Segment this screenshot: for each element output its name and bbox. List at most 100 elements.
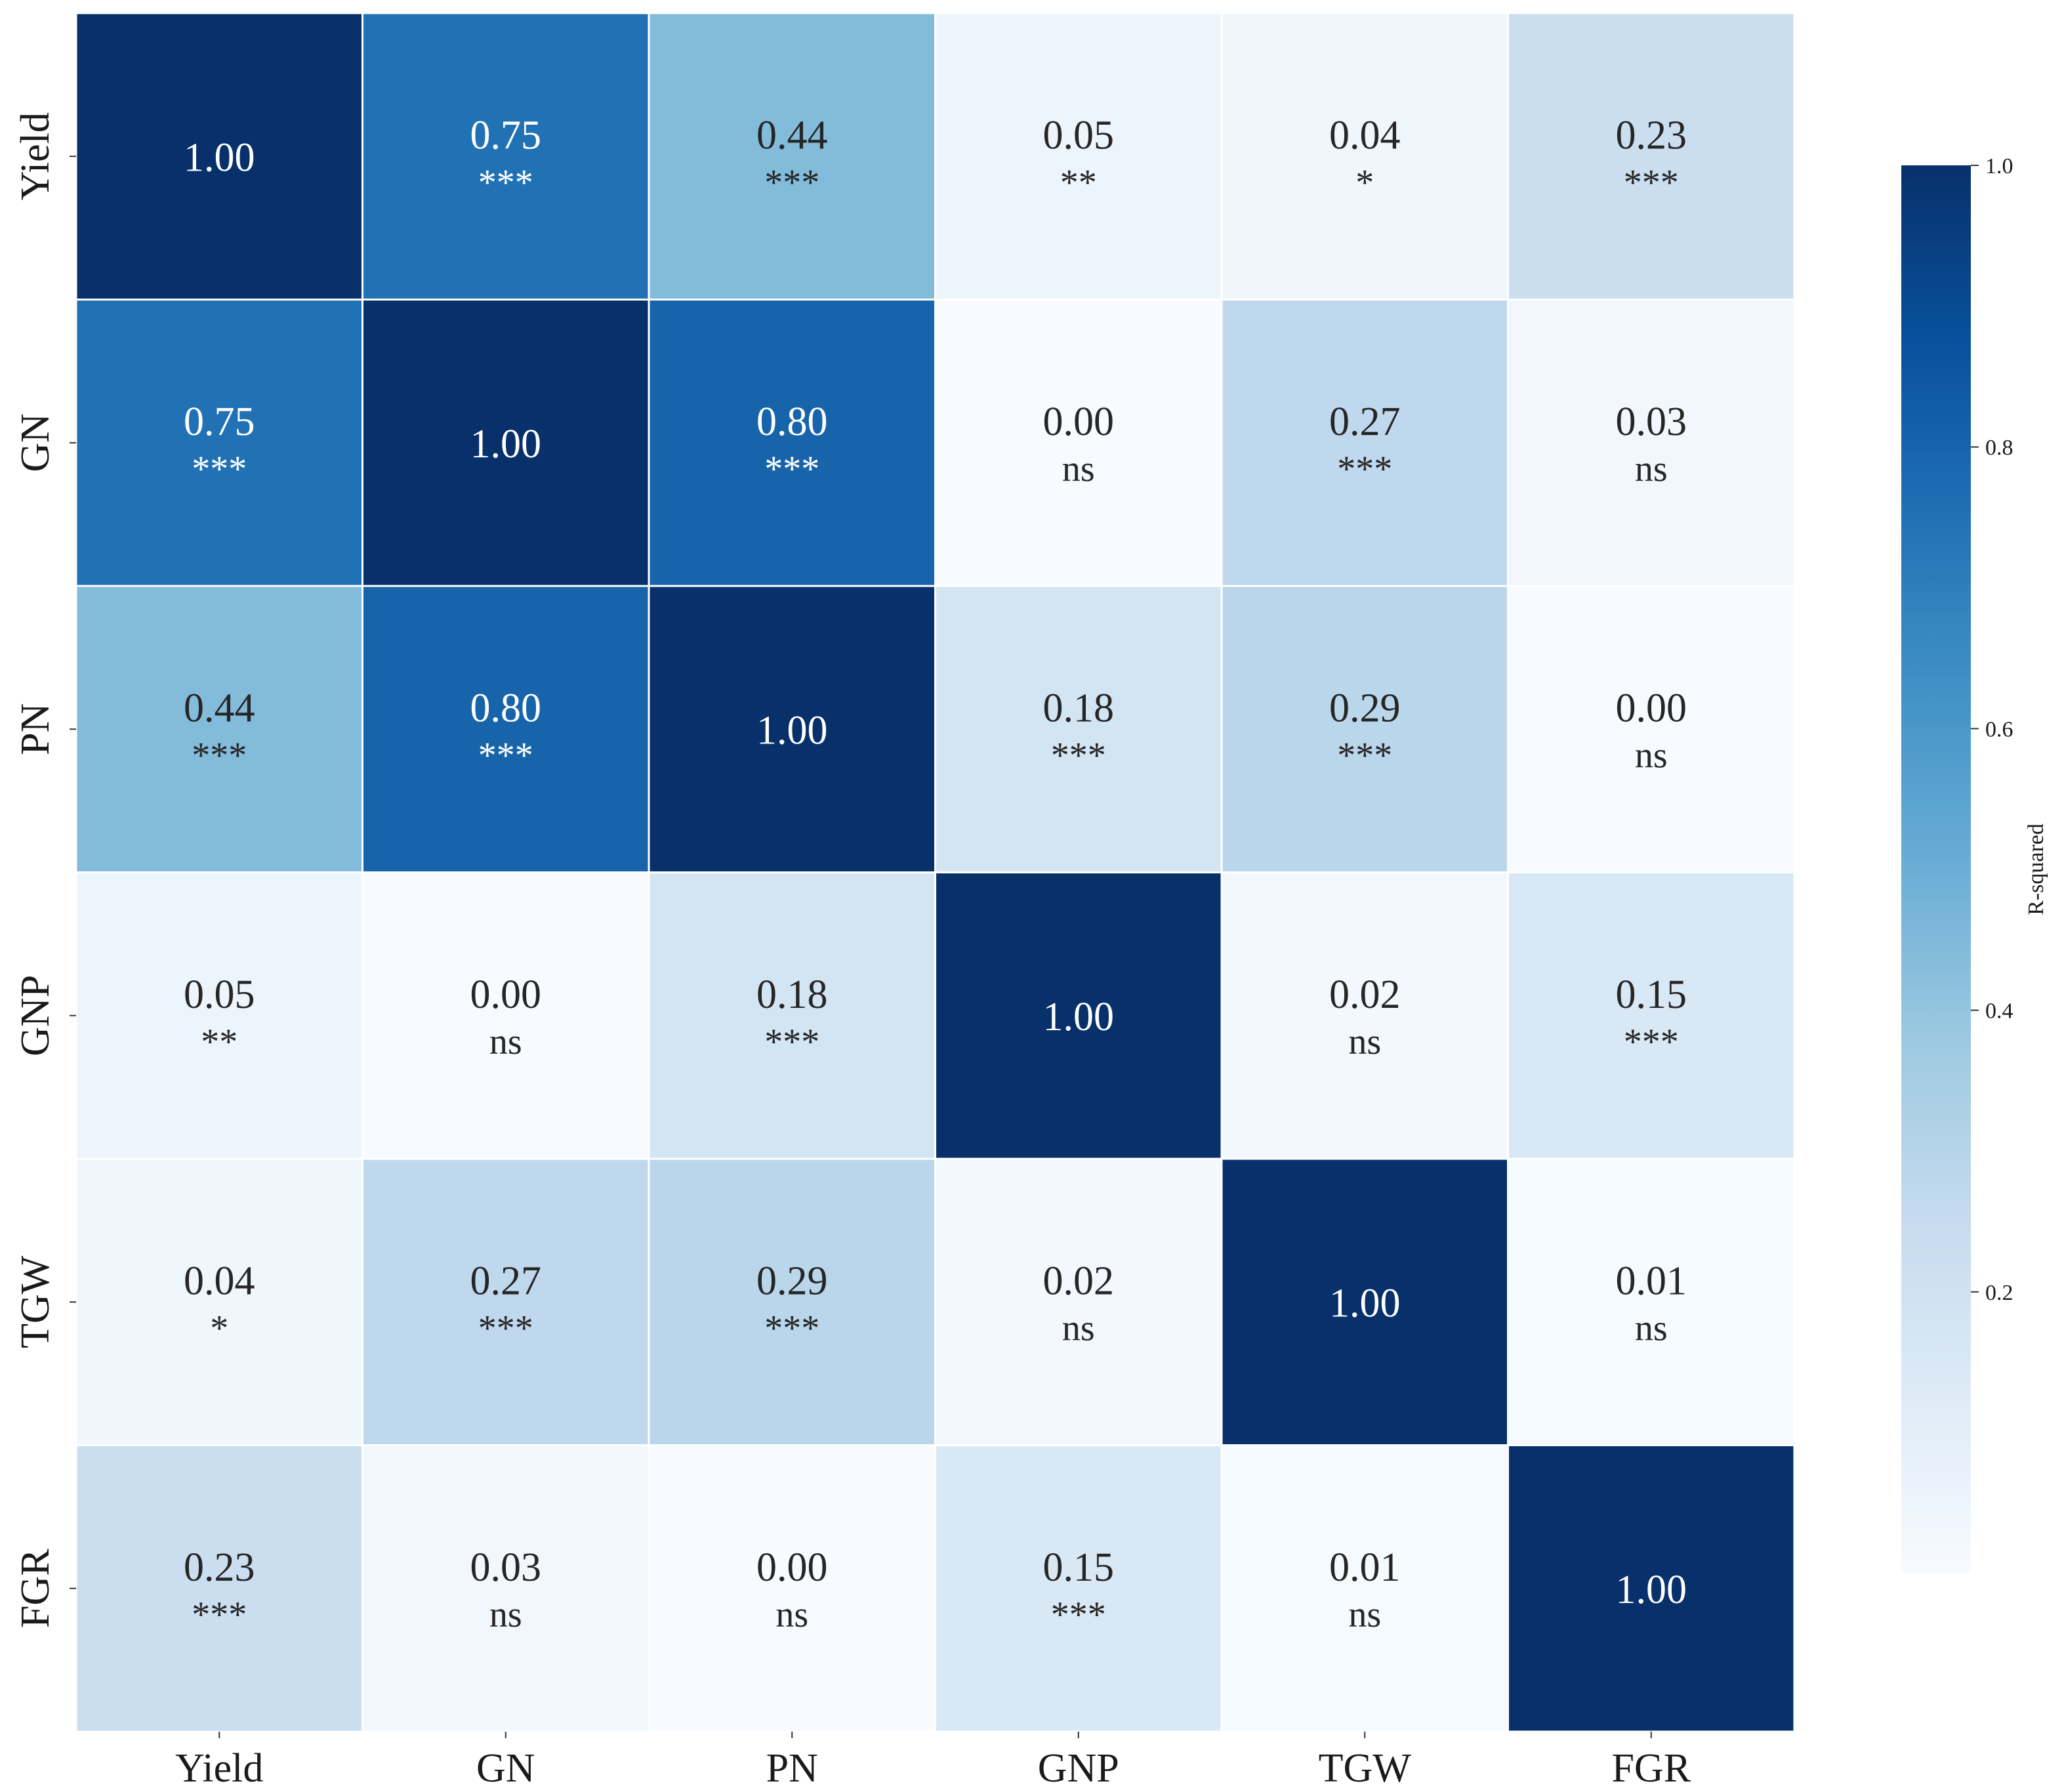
cell-significance: *** — [1051, 735, 1106, 776]
cell-rect — [648, 1157, 936, 1446]
heatmap-cell: 1.00 — [648, 585, 936, 873]
heatmap-cell: 0.00 ns — [1507, 585, 1796, 873]
colorbar-tick-label: 0.2 — [1985, 1281, 2013, 1305]
cell-value: 0.00 — [470, 972, 542, 1017]
cell-value: 0.80 — [756, 400, 828, 444]
cell-value: 0.27 — [1329, 400, 1401, 444]
cell-rect — [75, 299, 363, 587]
cell-significance: * — [1355, 162, 1374, 203]
cell-value: 0.18 — [1043, 686, 1115, 730]
cell-value: 0.03 — [470, 1545, 542, 1590]
cell-value: 0.27 — [470, 1259, 542, 1303]
cell-value: 0.75 — [184, 400, 255, 444]
cell-value: 0.05 — [1043, 113, 1115, 157]
cell-significance: ns — [1062, 449, 1095, 490]
cell-value: 1.00 — [1616, 1568, 1687, 1612]
cell-significance: *** — [192, 735, 247, 776]
colorbar-gradient — [1901, 165, 1971, 1573]
cell-rect — [934, 1157, 1223, 1446]
heatmap-cell: 1.00 — [361, 299, 650, 587]
cell-value: 1.00 — [470, 422, 542, 467]
cell-significance: *** — [1337, 449, 1392, 490]
colorbar-tick-label: 1.0 — [1985, 154, 2013, 178]
cell-rect — [1507, 299, 1796, 587]
cell-significance: *** — [192, 449, 247, 490]
cell-rect — [934, 871, 1223, 1160]
cell-rect — [934, 12, 1223, 301]
heatmap-cells: 1.00 0.75***0.44***0.05**0.04*0.23***0.75… — [75, 12, 1796, 1733]
cell-significance: *** — [192, 1594, 247, 1635]
cell-value: 0.44 — [756, 113, 828, 157]
cell-rect — [75, 585, 363, 873]
colorbar-tick-label: 0.4 — [1985, 999, 2013, 1024]
heatmap-cell: 0.29 *** — [648, 1157, 936, 1446]
cell-value: 0.03 — [1616, 400, 1687, 444]
heatmap-cell: 0.75 *** — [361, 12, 650, 301]
y-tick-label: Yield — [13, 112, 58, 200]
cell-value: 1.00 — [1329, 1281, 1401, 1325]
cell-rect — [1507, 1444, 1796, 1733]
cell-significance: *** — [764, 449, 819, 490]
heatmap-cell: 0.44 *** — [648, 12, 936, 301]
heatmap-cell: 0.75 *** — [75, 299, 363, 587]
heatmap-cell: 0.04 * — [1220, 12, 1509, 301]
x-tick-label: Yield — [175, 1746, 263, 1791]
x-tick-label: GN — [476, 1746, 535, 1791]
cell-significance: *** — [764, 162, 819, 203]
heatmap-cell: 0.15*** — [934, 1444, 1223, 1733]
heatmap-cell: 0.00 ns — [934, 299, 1223, 587]
cell-significance: ** — [1060, 162, 1097, 203]
cell-value: 0.15 — [1616, 972, 1687, 1017]
heatmap-cell: 0.00 ns — [361, 871, 650, 1160]
cell-value: 0.00 — [1043, 400, 1115, 444]
cell-value: 1.00 — [756, 708, 828, 753]
cell-rect — [648, 12, 936, 301]
cell-value: 0.15 — [1043, 1545, 1115, 1590]
cell-rect — [361, 299, 650, 587]
cell-significance: *** — [478, 1308, 533, 1348]
colorbar-tick-label: 0.6 — [1985, 717, 2013, 741]
cell-rect — [361, 871, 650, 1160]
cell-rect — [1507, 585, 1796, 873]
cell-rect — [934, 299, 1223, 587]
cell-rect — [648, 871, 936, 1160]
x-tick-label: TGW — [1319, 1746, 1412, 1791]
cell-significance: ns — [1635, 449, 1668, 490]
cell-significance: *** — [1051, 1594, 1106, 1635]
cell-value: 0.05 — [184, 972, 255, 1017]
heatmap-cell: 0.23*** — [75, 1444, 363, 1733]
cell-value: 0.00 — [756, 1545, 828, 1590]
x-tick-label: FGR — [1611, 1746, 1691, 1791]
cell-rect — [361, 12, 650, 301]
colorbar-label: R-squared — [2024, 823, 2048, 915]
cell-rect — [75, 12, 363, 301]
heatmap-cell: 0.80 *** — [361, 585, 650, 873]
cell-value: 0.23 — [1616, 113, 1687, 157]
heatmap-cell: 0.02 ns — [1220, 871, 1509, 1160]
x-tick-label: GNP — [1038, 1746, 1119, 1791]
y-tick-label: GNP — [13, 975, 58, 1056]
colorbar-tick-label: 0.8 — [1985, 436, 2013, 460]
cell-significance: ns — [1348, 1022, 1381, 1062]
cell-value: 0.00 — [1616, 686, 1687, 730]
heatmap-cell: 1.00 — [1507, 1444, 1796, 1733]
cell-value: 1.00 — [1043, 995, 1115, 1039]
heatmap-cell: 0.27 *** — [361, 1157, 650, 1446]
y-tick-label: PN — [13, 703, 58, 755]
cell-value: 0.23 — [184, 1545, 255, 1590]
heatmap-cell: 0.04 * — [75, 1157, 363, 1446]
cell-rect — [75, 1444, 363, 1733]
cell-rect — [1507, 12, 1796, 301]
cell-rect — [1507, 871, 1796, 1160]
cell-value: 0.04 — [184, 1259, 255, 1303]
cell-significance: *** — [478, 162, 533, 203]
heatmap-cell: 1.00 — [1220, 1157, 1509, 1446]
heatmap-cell: 0.44 *** — [75, 585, 363, 873]
cell-value: 0.02 — [1329, 972, 1401, 1017]
cell-value: 0.29 — [756, 1259, 828, 1303]
heatmap-cell: 1.00 — [75, 12, 363, 301]
cell-rect — [648, 585, 936, 873]
